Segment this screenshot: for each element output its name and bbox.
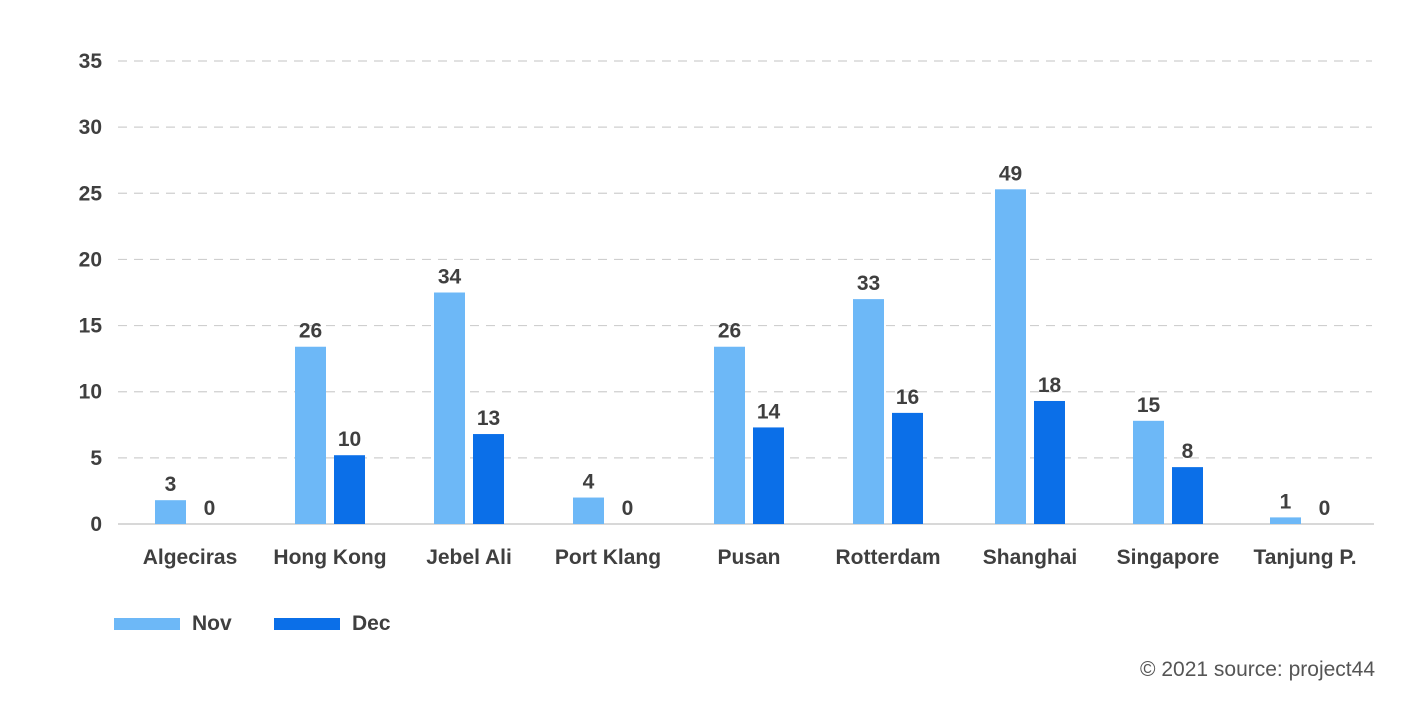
bar-dec	[1172, 467, 1203, 524]
data-label-nov: 34	[438, 266, 462, 289]
bar-dec	[892, 412, 923, 524]
data-label-nov: 26	[718, 320, 741, 343]
data-label-dec: 16	[896, 386, 919, 409]
data-label-nov: 15	[1137, 394, 1161, 417]
data-label-nov: 49	[999, 162, 1022, 185]
source-note: © 2021 source: project44	[1140, 658, 1375, 681]
data-label-dec: 0	[622, 497, 634, 520]
bar-nov	[434, 292, 465, 524]
data-label-nov: 4	[583, 471, 595, 494]
bar-dec	[334, 455, 365, 524]
y-axis-ticks: 0 5 10 15 20 25 30 35	[79, 50, 103, 536]
data-label-dec: 10	[338, 428, 361, 451]
data-label-dec: 0	[204, 497, 216, 520]
x-axis-categories: Algeciras Hong Kong Jebel Ali Port Klang Pus…	[143, 546, 1357, 569]
bar-nov	[573, 497, 604, 524]
legend-swatch-dec	[274, 618, 340, 630]
x-category-label: Shanghai	[983, 546, 1078, 569]
bars	[155, 189, 1301, 524]
x-category-label: Hong Kong	[273, 546, 386, 569]
data-label-dec: 13	[477, 407, 500, 430]
y-tick-label: 20	[79, 248, 102, 271]
y-tick-label: 10	[79, 381, 102, 404]
bar-nov	[155, 500, 186, 524]
data-label-dec: 18	[1038, 374, 1062, 397]
bar-dec	[1034, 400, 1065, 524]
data-label-nov: 3	[165, 473, 177, 496]
data-label-nov: 26	[299, 320, 322, 343]
legend-swatch-nov	[114, 618, 180, 630]
data-label-dec: 14	[757, 400, 781, 423]
bar-nov	[1270, 517, 1301, 524]
y-tick-label: 30	[79, 116, 102, 139]
legend-label-nov: Nov	[192, 612, 232, 635]
x-category-label: Singapore	[1117, 546, 1220, 569]
data-label-nov: 33	[857, 272, 880, 295]
data-label-dec: 0	[1319, 497, 1331, 520]
x-category-label: Port Klang	[555, 546, 661, 569]
bar-nov	[1133, 420, 1164, 524]
x-category-label: Pusan	[717, 546, 780, 569]
x-category-label: Tanjung P.	[1253, 546, 1356, 569]
x-category-label: Rotterdam	[835, 546, 940, 569]
y-tick-label: 0	[90, 513, 102, 536]
bar-nov	[295, 346, 326, 524]
x-category-label: Algeciras	[143, 546, 238, 569]
bar-nov	[714, 346, 745, 524]
data-label-nov: 1	[1280, 490, 1292, 513]
bar-nov	[853, 299, 884, 524]
y-tick-label: 15	[79, 315, 103, 338]
y-tick-label: 35	[79, 50, 103, 73]
data-label-dec: 8	[1182, 440, 1194, 463]
legend-label-dec: Dec	[352, 612, 391, 635]
legend: Nov Dec	[114, 612, 391, 635]
bar-dec	[473, 434, 504, 524]
y-tick-label: 5	[90, 447, 102, 470]
y-tick-label: 25	[79, 182, 103, 205]
bar-dec	[753, 427, 784, 524]
x-category-label: Jebel Ali	[426, 546, 512, 569]
grid-lines	[118, 60, 1374, 525]
bar-nov	[995, 189, 1026, 524]
